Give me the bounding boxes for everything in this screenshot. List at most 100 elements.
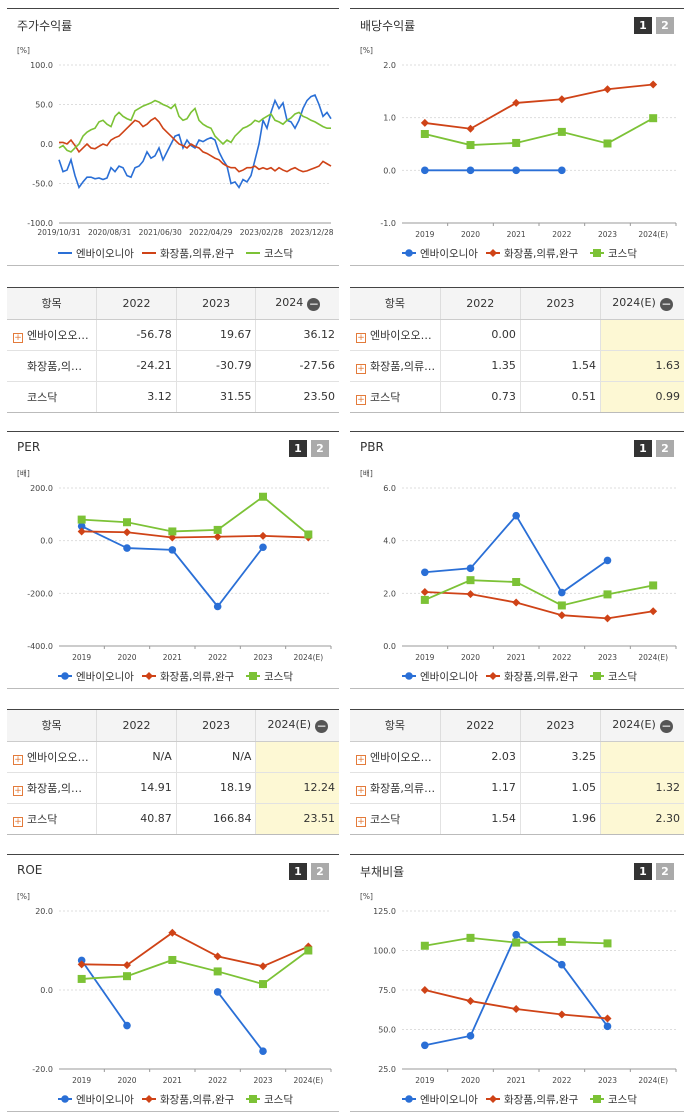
chart-svg: [%] 20.0 0.0 -20.0 2019 2020 2021 2022 2023 2024(…: [17, 892, 332, 1106]
legend-label: 코스닥: [608, 671, 637, 683]
x-tick-label: 2023: [598, 653, 617, 662]
x-tick-label: 2019: [415, 230, 434, 239]
data-point: [512, 938, 521, 947]
tab-2[interactable]: 2: [311, 863, 329, 880]
legend-marker: [249, 672, 257, 680]
x-tick-label: 2019: [415, 1076, 434, 1085]
dividend-table: 항목 2022 2023 2024(E) − + 엔바이오오… 0.00 + 화장품,의류… 1.3…: [350, 287, 684, 413]
data-table: 항목 2022 2023 2024(E) − + 엔바이오오… 2.03 3.25 + 화장품,의류…: [350, 710, 684, 834]
x-tick-label: 2022: [552, 1076, 571, 1085]
expand-icon[interactable]: +: [13, 785, 23, 796]
series-line-3: [424, 117, 654, 146]
column-header: 항목: [7, 710, 97, 742]
tab-1[interactable]: 1: [634, 863, 652, 880]
data-point: [558, 960, 566, 969]
row-label: + 화장품,의류…: [350, 350, 441, 382]
data-point: [168, 533, 177, 542]
x-tick-label: 2024(E): [638, 653, 668, 662]
x-tick-label: 2024(E): [638, 230, 668, 239]
x-tick-label: 2023: [598, 230, 617, 239]
data-point: [421, 1041, 429, 1050]
x-tick-label: 2022: [208, 653, 227, 662]
column-header: 항목: [350, 288, 441, 320]
collapse-icon[interactable]: −: [659, 718, 673, 733]
legend-label: 엔바이오니아: [76, 1094, 134, 1106]
data-point: [213, 602, 222, 611]
data-point: [512, 166, 520, 175]
legend-marker: [405, 672, 413, 680]
tab-1[interactable]: 1: [289, 440, 307, 457]
data-point: [603, 139, 612, 148]
data-point: [77, 527, 86, 536]
expand-icon[interactable]: +: [356, 816, 366, 827]
data-table: 항목 2022 2023 2024(E) − + 엔바이오오… 0.00 + 화장품,의류… 1.3…: [350, 288, 684, 412]
y-tick-label: 100.0: [30, 61, 53, 70]
row-label: + 코스닥: [356, 812, 401, 827]
legend-label: 코스닥: [264, 248, 293, 260]
collapse-icon[interactable]: −: [307, 296, 321, 311]
x-tick-label: 2020/08/31: [88, 228, 131, 237]
table-cell: 3.25: [519, 741, 601, 773]
x-tick-label: 2021: [163, 653, 182, 662]
expand-icon[interactable]: +: [356, 785, 366, 796]
data-point: [557, 95, 566, 104]
table-row: + 화장품,의류… 1.35 1.54 1.63: [350, 350, 684, 382]
expand-icon[interactable]: +: [356, 363, 366, 374]
legend-label: 화장품,의류,완구: [160, 670, 235, 683]
x-tick-label: 2021/06/30: [139, 228, 182, 237]
row-label: + 화장품,의…: [7, 772, 97, 804]
collapse-icon[interactable]: −: [659, 296, 673, 311]
data-point: [466, 576, 475, 585]
y-tick-label: 50.0: [35, 101, 53, 110]
tab-2[interactable]: 2: [656, 863, 674, 880]
data-point: [304, 946, 313, 955]
table-row: + 화장품,의류… 1.17 1.05 1.32: [350, 772, 684, 804]
data-point: [259, 962, 267, 971]
y-tick-label: -50.0: [32, 180, 53, 189]
x-tick-label: 2020: [461, 230, 480, 239]
column-header: 2023: [519, 288, 601, 320]
table-cell: 1.96: [519, 803, 601, 834]
data-point: [420, 986, 429, 994]
data-point: [603, 590, 612, 599]
data-point: [77, 522, 86, 530]
legend-label: 코스닥: [264, 1094, 293, 1106]
y-tick-label: 6.0: [383, 484, 396, 493]
tab-2[interactable]: 2: [656, 17, 674, 34]
expand-icon[interactable]: +: [13, 816, 23, 827]
chart-title: PER: [17, 440, 41, 454]
data-point: [168, 955, 177, 964]
expand-icon[interactable]: +: [356, 754, 366, 765]
y-tick-label: -1.0: [380, 219, 396, 228]
table-row: + 엔바이오오… 2.03 3.25: [350, 741, 684, 773]
table-cell: -24.21: [96, 350, 177, 382]
expand-icon[interactable]: +: [356, 332, 366, 343]
expand-icon[interactable]: +: [356, 394, 366, 405]
table-row: + 엔바이오오… -56.78 19.67 36.12: [7, 319, 339, 351]
tab-1[interactable]: 1: [634, 440, 652, 457]
data-point: [259, 531, 267, 540]
table-cell: 40.87: [96, 803, 177, 834]
y-tick-label: -400.0: [27, 642, 53, 651]
tab-2[interactable]: 2: [656, 440, 674, 457]
data-point: [557, 127, 566, 136]
legend-label: 엔바이오니아: [76, 248, 134, 260]
expand-icon[interactable]: +: [13, 332, 23, 343]
data-point: [512, 598, 521, 607]
tab-1[interactable]: 1: [634, 17, 652, 34]
column-header: 2024(E) −: [599, 710, 684, 742]
data-point: [77, 974, 86, 983]
data-point: [420, 941, 429, 950]
data-point: [421, 568, 429, 577]
y-tick-label: 0.0: [40, 986, 53, 995]
collapse-icon[interactable]: −: [315, 718, 328, 733]
tab-1[interactable]: 1: [289, 863, 307, 880]
legend-marker: [593, 249, 601, 257]
row-label: + 화장품,의류…: [350, 772, 441, 804]
expand-icon[interactable]: +: [13, 754, 23, 765]
data-point: [466, 1032, 475, 1040]
tab-2[interactable]: 2: [311, 440, 329, 457]
